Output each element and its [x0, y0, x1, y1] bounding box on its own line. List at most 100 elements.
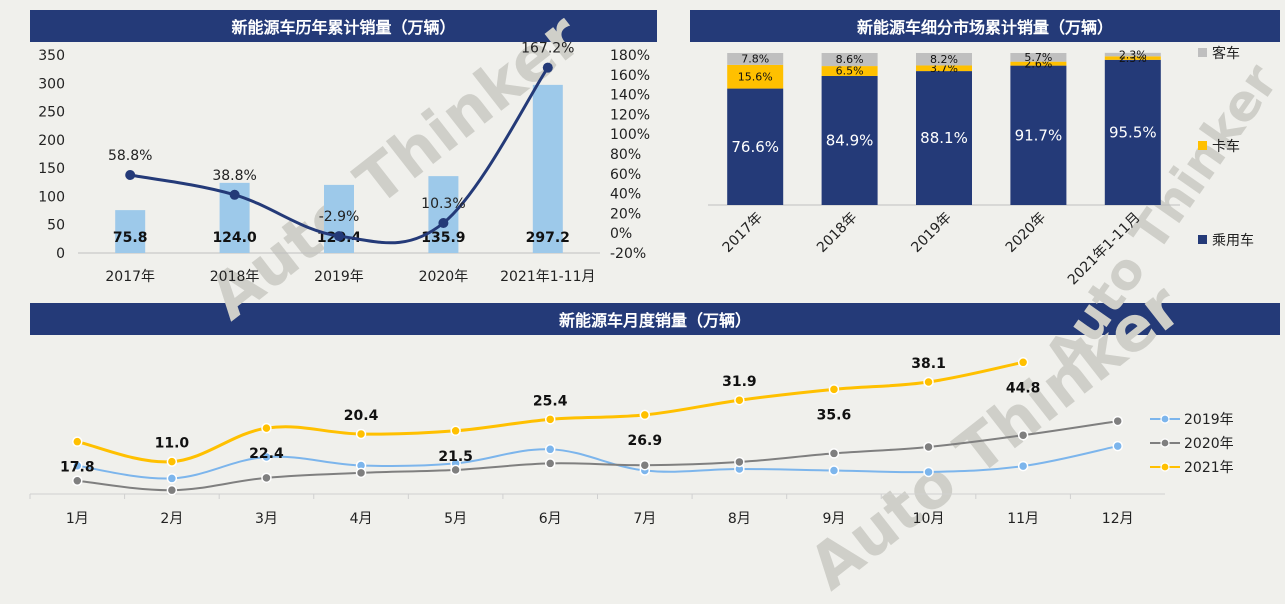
chart2-x-tick: 2020年: [1003, 210, 1049, 256]
chart2-segment-卡车: [1010, 61, 1067, 66]
chart3-point-2019年: [72, 460, 83, 472]
chart1-left-tick: 350: [38, 48, 65, 64]
chart1-growth-label: 58.8%: [108, 148, 152, 164]
chart3-point-2021年: [828, 384, 840, 395]
chart2-x-tick: 2019年: [908, 210, 954, 256]
chart1-right-tick: 20%: [610, 206, 641, 222]
chart3-legend-marker: [1160, 438, 1170, 448]
chart3-data-label: 22.4: [249, 446, 284, 462]
chart1-bar-label: 135.9: [421, 230, 465, 246]
chart1-bar: [324, 184, 354, 253]
chart2-segment-label: 2.3%: [1119, 48, 1147, 61]
chart1-growth-point: [334, 231, 344, 242]
chart3-point-2020年: [1112, 415, 1123, 427]
chart2-segment-label: 8.2%: [930, 53, 958, 66]
chart3-point-2019年: [828, 465, 840, 476]
chart3-point-2020年: [166, 484, 178, 496]
chart3-data-label: 21.5: [438, 449, 473, 465]
chart3-point-2021年: [355, 428, 367, 440]
chart1-right-tick: 0%: [610, 226, 632, 242]
chart3-point-2020年: [734, 456, 745, 468]
chart2-segment-label: 84.9%: [826, 131, 874, 149]
chart3-title: 新能源车月度销量（万辆）: [558, 311, 751, 330]
chart2-segment-乘用车: [727, 88, 784, 205]
chart1-bar: [115, 210, 146, 253]
chart2-legend-label: 客车: [1212, 45, 1240, 62]
chart2-segment-乘用车: [1010, 65, 1067, 205]
chart2-x-tick: 2021年1-11月: [1065, 210, 1144, 289]
chart3-legend-label: 2020年: [1184, 436, 1234, 452]
chart3-data-label: 25.4: [533, 393, 568, 409]
chart3-data-label: 38.1: [911, 356, 946, 372]
chart1-left-tick: 150: [38, 161, 65, 177]
chart3-point-2021年: [166, 456, 178, 467]
chart1-growth-label: 38.8%: [212, 168, 256, 184]
chart3-point-2020年: [1017, 429, 1029, 441]
chart1-left-tick: 50: [47, 218, 65, 234]
chart2-legend-swatch: [1198, 141, 1207, 150]
chart3-point-2021年: [1017, 357, 1029, 368]
chart2-segment-客车: [1010, 53, 1067, 62]
chart3-point-2020年: [355, 467, 367, 479]
chart2-title: 新能源车细分市场累计销量（万辆）: [856, 18, 1113, 37]
chart3-point-2019年: [923, 466, 934, 478]
chart2-segment-label: 95.5%: [1109, 123, 1157, 141]
chart3-x-tick: 5月: [444, 511, 467, 527]
chart3-point-2019年: [1017, 460, 1029, 472]
chart3-x-tick: 11月: [1007, 511, 1039, 527]
chart1-x-tick: 2017年: [105, 269, 155, 285]
chart3-legend-marker: [1160, 462, 1170, 472]
chart3-x-tick: 12月: [1102, 511, 1134, 527]
chart1-right-tick: 180%: [610, 48, 650, 64]
chart1-growth-point: [438, 218, 449, 229]
chart1-x-tick: 2018年: [210, 269, 260, 285]
chart2-segment-乘用车: [1104, 59, 1161, 206]
chart3-x-tick: 7月: [633, 511, 656, 527]
chart1-right-tick: 140%: [610, 88, 650, 104]
chart2-segment-label: 76.6%: [731, 138, 779, 156]
chart1-growth-point: [125, 169, 136, 180]
chart3-data-label: 44.8: [1006, 380, 1041, 396]
chart3-x-tick: 10月: [913, 511, 945, 527]
chart3-x-tick: 3月: [255, 511, 278, 527]
chart2-x-tick: 2017年: [720, 210, 766, 256]
chart3-point-2021年: [261, 422, 272, 434]
chart3-x-tick: 8月: [728, 511, 751, 527]
chart2-segment-label: 7.8%: [741, 53, 769, 66]
chart3-point-2021年: [923, 376, 934, 388]
chart3-point-2021年: [72, 436, 83, 447]
chart3-point-2020年: [72, 475, 83, 487]
chart3-point-2021年: [544, 414, 556, 425]
chart3-point-2020年: [261, 472, 272, 484]
chart3-x-tick: 1月: [66, 511, 89, 527]
chart2-legend-label: 卡车: [1212, 138, 1240, 155]
chart1-right-tick: 120%: [610, 107, 650, 123]
chart1-title: 新能源车历年累计销量（万辆）: [231, 18, 456, 37]
chart3-data-label: 17.8: [60, 460, 95, 476]
chart1-growth-point: [542, 62, 553, 73]
chart2-x-tick: 2018年: [814, 210, 860, 256]
chart1-growth-label: -2.9%: [319, 209, 360, 225]
chart2-segment-label: 5.7%: [1024, 51, 1052, 64]
chart1-title-bar: 新能源车历年累计销量（万辆）: [30, 10, 657, 42]
chart2-segment-乘用车: [821, 75, 878, 206]
chart2-segment-label: 6.5%: [836, 65, 864, 78]
chart1-left-tick: 200: [38, 133, 65, 149]
chart1-right-tick: 100%: [610, 127, 650, 143]
chart2-segment-卡车: [1104, 56, 1161, 60]
chart1-growth-line: [129, 66, 550, 245]
chart3-point-2020年: [828, 448, 840, 459]
chart3-line-2020年: [77, 420, 1118, 492]
chart3-point-2021年: [734, 394, 745, 406]
chart3-legend-label: 2019年: [1184, 412, 1234, 428]
chart3-point-2019年: [166, 473, 178, 484]
chart1-left-tick: 250: [38, 105, 65, 121]
chart2-segment-卡车: [821, 66, 878, 76]
chart1-growth-label: 167.2%: [521, 41, 574, 57]
chart3-point-2020年: [544, 458, 556, 469]
chart3-legend-label: 2021年: [1184, 460, 1234, 476]
chart2-segment-卡车: [727, 64, 784, 89]
chart2-segment-label: 91.7%: [1015, 126, 1063, 144]
chart1-right-tick: 160%: [610, 68, 650, 84]
chart3-x-tick: 2月: [160, 511, 183, 527]
